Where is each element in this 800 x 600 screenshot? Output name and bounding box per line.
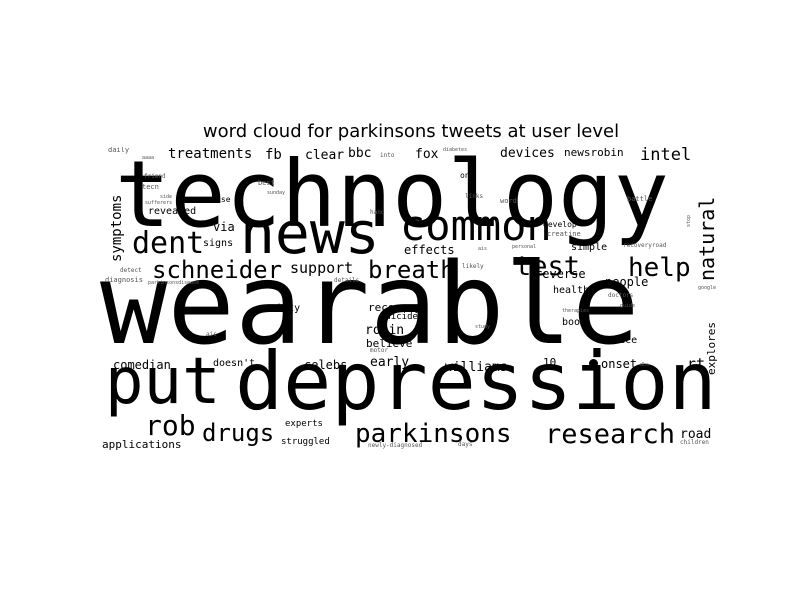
word-likely: likely (462, 263, 484, 270)
word-believe: believe (366, 337, 413, 350)
word-newly-diagnosed: newly-diagnosed (368, 442, 423, 449)
word-bbc: bbc (348, 147, 372, 161)
word-sunday: sunday (267, 190, 286, 196)
word-guide: guide (620, 303, 636, 309)
word-clear: clear (305, 148, 345, 163)
word-recovery: recovery (368, 301, 421, 314)
word-breath: breath (368, 256, 455, 284)
word-recoveryroad: recoveryroad (623, 242, 667, 249)
word-doctors: doctors (608, 292, 634, 299)
word-technology: technology (115, 147, 669, 248)
word-study: study (475, 324, 491, 330)
word-daily: daily (108, 147, 130, 154)
word-google: google (698, 285, 717, 291)
word-parkinsons: parkinsons (355, 419, 512, 449)
word-comedian: comedian (113, 358, 171, 372)
word-intel: intel (640, 147, 692, 165)
word-children: children (680, 439, 709, 446)
word-develop: develop (543, 220, 577, 229)
word-robin: robin (365, 323, 405, 338)
word-research: research (545, 419, 676, 450)
word-one: one (460, 171, 475, 180)
word-health: health (553, 285, 590, 296)
word-onset: onset (601, 357, 638, 371)
word-detect: detect (120, 267, 142, 274)
word-rob: rob (145, 409, 196, 442)
word-details: details (334, 277, 360, 284)
word-hand: hand (370, 209, 385, 216)
word-best: best (258, 179, 275, 187)
word-doesnt: doesn't (213, 358, 256, 369)
word-devices: devices (500, 147, 555, 161)
word-help: help (628, 253, 691, 283)
word-newsrobin: newsrobin (564, 147, 624, 159)
word-effects: effects (404, 243, 455, 257)
word-word: word (500, 197, 517, 205)
word-news: news (240, 199, 380, 267)
word-aaaa: aaaa (142, 155, 155, 161)
word-test: test (515, 251, 581, 282)
word-cloud: technology wearable depression put news … (100, 147, 720, 457)
word-depression: depression (235, 335, 717, 428)
word-symptoms: symptoms (109, 194, 125, 262)
word-rt: rt (687, 355, 706, 373)
word-people: people (605, 275, 649, 289)
word-schneider: schneider (152, 256, 283, 284)
word-battle: battle (627, 195, 653, 203)
word-days: days (458, 441, 473, 448)
word-into: into (380, 152, 395, 159)
word-reverse: reverse (535, 267, 586, 281)
word-suicide: suicide (380, 312, 418, 322)
word-diabetes: diabetes (443, 147, 468, 153)
word-early: early (370, 355, 410, 370)
word-ais-small: ais (478, 246, 488, 252)
word-therapies: therapies (562, 308, 590, 314)
word-tecn: tecn (142, 183, 159, 191)
word-ais: ais (206, 331, 217, 338)
word-natural: natural (695, 196, 719, 281)
word-signs: signs (203, 238, 234, 249)
word-parkinsonsdisease: parkinsonsdisease (148, 280, 200, 286)
word-creatine: creatine (547, 230, 581, 238)
word-common: common (400, 201, 552, 250)
word-applications: applications (102, 438, 182, 451)
word-dbs: dbs (640, 362, 650, 368)
word-put: put (105, 345, 221, 419)
word-sufferers: sufferers (145, 200, 173, 206)
word-explores: explores (705, 322, 718, 375)
word-side: side (160, 194, 173, 200)
word-wearable: wearable (100, 240, 640, 370)
word-stop: stop (686, 214, 692, 227)
word-anxiety: anxiety (258, 303, 301, 314)
word-struggled: struggled (281, 437, 330, 447)
dot-mark (589, 359, 598, 368)
word-friend: friend (144, 173, 166, 180)
word-dent: dent (132, 226, 205, 261)
page-title: word cloud for parkinsons tweets at user… (202, 121, 620, 142)
word-10: 10 (543, 356, 557, 369)
word-diagnosis: diagnosis (105, 276, 143, 284)
word-celebs: celebs (304, 358, 348, 372)
word-twice: twice (607, 335, 638, 346)
word-exercise: exercise (192, 195, 231, 204)
word-experts: experts (285, 419, 323, 429)
word-fb: fb (265, 147, 282, 163)
word-links: links (465, 193, 484, 200)
word-book: book (562, 317, 587, 328)
word-support: support (290, 259, 354, 277)
word-simple: simple (571, 242, 608, 253)
word-fox: fox (415, 147, 439, 162)
word-treatments: treatments (168, 147, 253, 162)
word-via: via (213, 220, 235, 234)
word-motor: motor (370, 347, 389, 354)
word-road: road (680, 427, 712, 442)
word-revealed: revealed (148, 206, 197, 217)
word-drugs: drugs (202, 419, 275, 447)
word-williams: williams (445, 360, 508, 375)
word-personal: personal (512, 244, 537, 250)
